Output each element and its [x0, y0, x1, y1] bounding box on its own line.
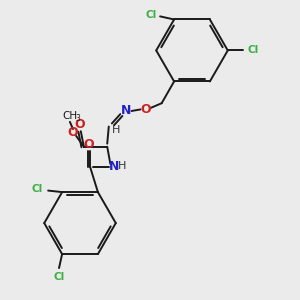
Text: N: N — [109, 160, 120, 172]
Text: CH: CH — [62, 111, 77, 121]
Text: O: O — [84, 138, 94, 151]
Text: O: O — [68, 126, 78, 139]
Text: H: H — [112, 125, 121, 135]
Text: N: N — [121, 104, 131, 118]
Text: 3: 3 — [75, 114, 80, 123]
Text: Cl: Cl — [145, 10, 156, 20]
Text: Cl: Cl — [53, 272, 64, 282]
Text: O: O — [141, 103, 152, 116]
Text: H: H — [118, 161, 126, 171]
Text: O: O — [74, 118, 85, 131]
Text: Cl: Cl — [248, 46, 259, 56]
Text: Cl: Cl — [32, 184, 43, 194]
